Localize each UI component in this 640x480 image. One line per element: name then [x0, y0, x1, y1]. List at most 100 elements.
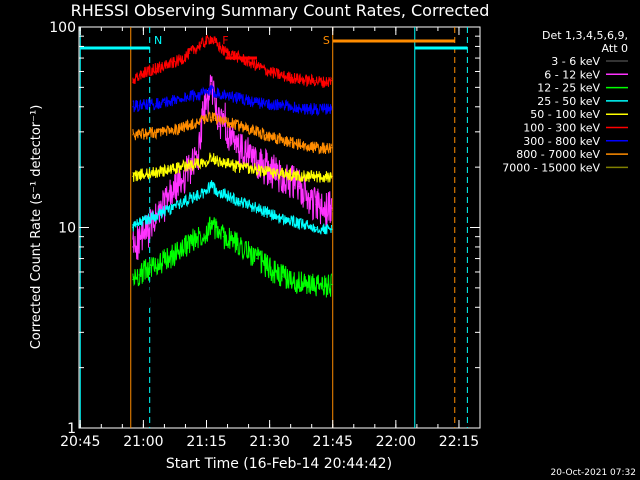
data-point — [239, 166, 241, 168]
data-point — [172, 99, 174, 102]
data-point — [247, 251, 250, 254]
data-point — [218, 160, 220, 162]
data-point — [180, 202, 182, 204]
legend-label: 6 - 12 keV — [544, 68, 600, 81]
data-point — [281, 275, 283, 278]
data-point — [205, 191, 208, 193]
data-point — [281, 75, 283, 77]
series-trace — [132, 180, 332, 235]
y-tick-label: 100 — [49, 20, 76, 36]
data-point — [197, 94, 199, 96]
data-point — [197, 45, 199, 48]
top-marker-label: N — [154, 34, 162, 47]
data-point — [146, 70, 149, 73]
data-point — [256, 168, 258, 170]
x-axis-label: Start Time (16-Feb-14 20:44:42) — [166, 456, 392, 472]
data-point — [273, 271, 275, 273]
data-point — [331, 80, 333, 82]
data-point — [189, 164, 191, 166]
data-point — [146, 302, 149, 304]
data-point — [298, 78, 300, 80]
data-point — [239, 57, 241, 59]
data-point — [273, 104, 275, 106]
data-point — [138, 222, 140, 224]
data-point — [290, 278, 292, 281]
data-point — [315, 226, 317, 229]
legend-label: 12 - 25 keV — [537, 82, 600, 95]
data-point — [264, 264, 267, 266]
data-point — [226, 131, 229, 133]
data-point — [247, 167, 250, 169]
data-point — [172, 168, 174, 170]
data-point — [184, 226, 187, 229]
legend-label: 3 - 6 keV — [551, 55, 600, 68]
data-point — [243, 180, 245, 182]
data-point — [281, 218, 283, 220]
legend-label: 300 - 800 keV — [523, 135, 600, 148]
data-point — [290, 220, 292, 222]
data-point — [290, 180, 292, 182]
data-point — [298, 223, 300, 225]
data-point — [218, 45, 220, 48]
series-trace — [132, 152, 332, 183]
data-point — [264, 180, 267, 182]
data-point — [222, 192, 224, 194]
data-point — [306, 145, 309, 147]
data-point — [146, 132, 149, 134]
data-point — [180, 97, 182, 100]
data-point — [247, 99, 250, 102]
data-point — [273, 137, 275, 139]
data-point — [298, 174, 300, 176]
data-point — [180, 58, 182, 60]
data-point — [218, 119, 220, 121]
data-point — [155, 68, 157, 70]
series-trace — [132, 74, 332, 261]
data-point — [256, 65, 258, 67]
data-point — [214, 158, 216, 160]
data-point — [315, 175, 317, 177]
data-point — [214, 228, 216, 230]
data-point — [290, 106, 292, 108]
data-point — [306, 197, 309, 199]
data-point — [180, 248, 182, 250]
data-point — [331, 207, 333, 209]
data-point — [323, 176, 325, 178]
data-point — [197, 194, 199, 196]
data-point — [155, 131, 157, 134]
axes: 20:45 21:00 21:15 21:30 21:45 22:00 22:15 1 10 10… — [49, 20, 480, 450]
data-point — [138, 133, 140, 135]
chart-title: RHESSI Observing Summary Count Rates, Co… — [71, 1, 490, 20]
data-point — [290, 76, 292, 79]
x-tick-label: 22:15 — [439, 434, 479, 450]
data-point — [189, 95, 191, 98]
data-point — [306, 80, 309, 82]
data-point — [132, 175, 134, 177]
data-point — [210, 90, 212, 92]
data-point — [197, 236, 199, 238]
data-point — [231, 95, 233, 98]
series-7 — [132, 110, 333, 155]
series-trace — [132, 216, 332, 298]
data-point — [142, 236, 144, 238]
data-point — [172, 207, 174, 209]
data-point — [132, 278, 134, 281]
data-point — [132, 134, 134, 136]
data-point — [132, 81, 134, 83]
data-point — [235, 147, 237, 149]
data-point — [247, 128, 250, 130]
data-point — [163, 170, 166, 172]
data-point — [155, 264, 157, 266]
x-tick-label: 22:00 — [376, 434, 416, 450]
data-point — [323, 147, 325, 150]
data-point — [180, 126, 182, 129]
data-point — [298, 197, 300, 199]
data-point — [218, 231, 220, 233]
data-point — [315, 204, 317, 206]
data-point — [172, 191, 174, 193]
data-point — [201, 204, 203, 206]
data-point — [290, 174, 292, 176]
data-point — [222, 120, 224, 122]
data-point — [132, 226, 134, 229]
y-tick-label: 1 — [67, 421, 76, 437]
data-point — [132, 106, 134, 108]
